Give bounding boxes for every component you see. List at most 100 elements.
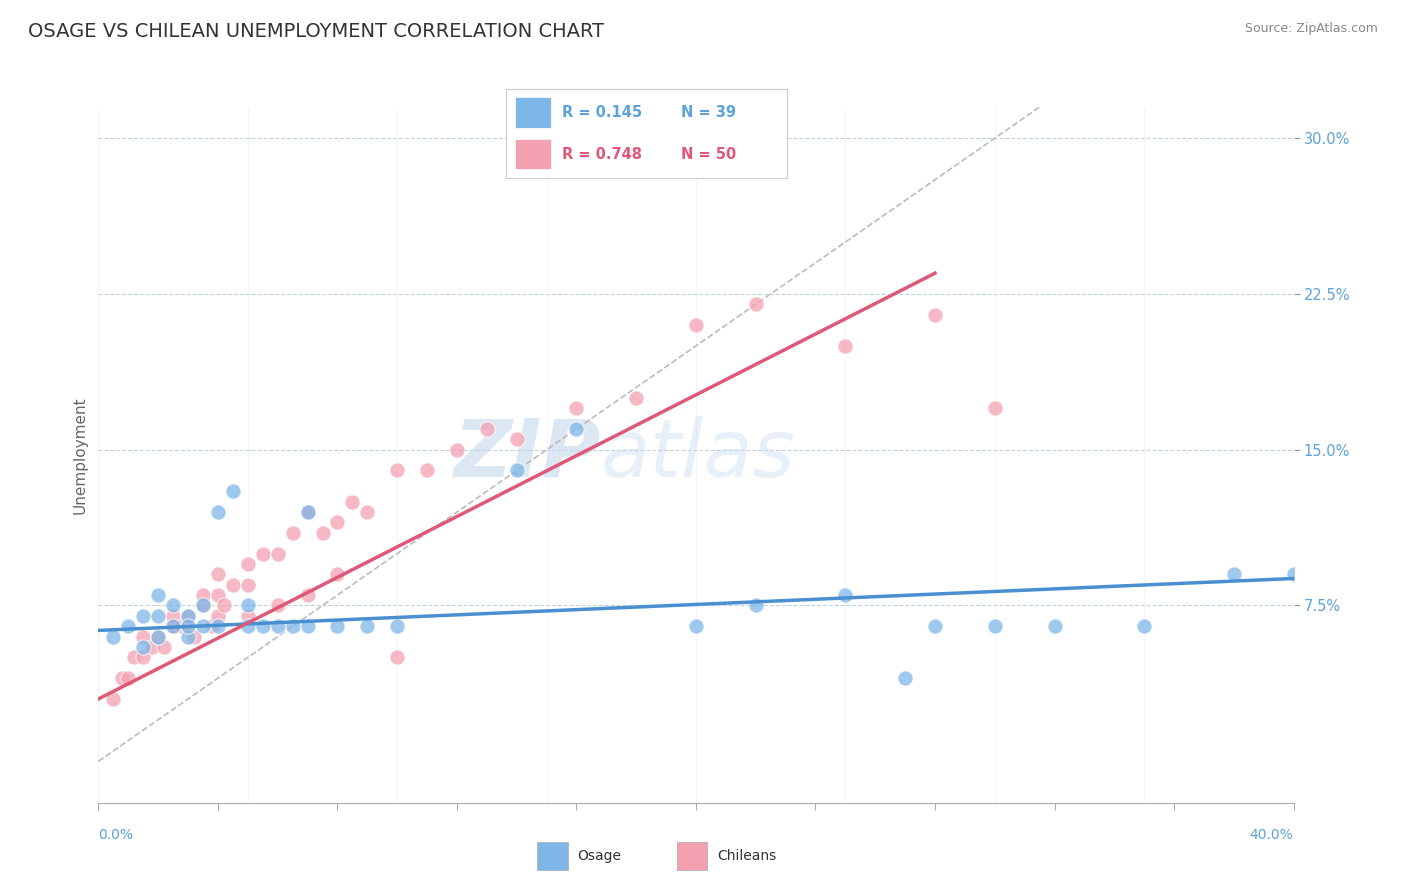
Point [356, 505, 378, 519]
Point [222, 484, 245, 499]
Point [385, 619, 409, 633]
Point [111, 671, 134, 685]
Point [236, 608, 259, 623]
Point [162, 619, 184, 633]
Text: ZIP: ZIP [453, 416, 600, 494]
Point [148, 588, 170, 602]
Point [924, 308, 946, 322]
Point [201, 619, 224, 633]
Text: atlas: atlas [600, 416, 796, 494]
Point [385, 463, 409, 477]
Point [924, 619, 946, 633]
Point [212, 599, 235, 613]
Point [183, 630, 205, 644]
Point [475, 422, 498, 436]
Point [252, 547, 274, 561]
Text: Osage: Osage [578, 849, 621, 863]
Point [356, 619, 378, 633]
Text: N = 50: N = 50 [681, 147, 735, 161]
Point [148, 608, 170, 623]
Point [297, 505, 319, 519]
Point [124, 650, 146, 665]
Point [281, 525, 304, 540]
Point [342, 494, 364, 508]
Point [207, 505, 229, 519]
Point [1282, 567, 1305, 582]
Y-axis label: Unemployment: Unemployment [72, 396, 87, 514]
Point [177, 619, 200, 633]
Point [148, 630, 170, 644]
Point [117, 619, 139, 633]
Point [153, 640, 176, 654]
Point [103, 692, 125, 706]
Point [236, 619, 259, 633]
Point [117, 671, 139, 685]
Bar [537, 842, 568, 870]
Point [297, 505, 319, 519]
Point [1043, 619, 1066, 633]
Point [297, 588, 319, 602]
Point [162, 599, 184, 613]
Point [565, 401, 588, 416]
Point [172, 619, 194, 633]
Point [252, 619, 274, 633]
Point [685, 619, 707, 633]
Bar [515, 97, 551, 128]
Point [745, 297, 768, 311]
Point [326, 516, 349, 530]
Point [222, 578, 245, 592]
Point [297, 619, 319, 633]
Point [132, 650, 155, 665]
Text: R = 0.748: R = 0.748 [562, 147, 643, 161]
Point [506, 433, 529, 447]
Point [162, 619, 184, 633]
Point [267, 619, 290, 633]
Point [236, 578, 259, 592]
Text: Source: ZipAtlas.com: Source: ZipAtlas.com [1244, 22, 1378, 36]
Point [326, 619, 349, 633]
Point [191, 619, 214, 633]
Point [446, 442, 468, 457]
Point [207, 567, 229, 582]
Point [416, 463, 439, 477]
Point [132, 630, 155, 644]
Text: N = 39: N = 39 [681, 105, 735, 120]
Point [132, 608, 155, 623]
Point [311, 525, 333, 540]
Point [191, 599, 214, 613]
Point [565, 422, 588, 436]
Text: OSAGE VS CHILEAN UNEMPLOYMENT CORRELATION CHART: OSAGE VS CHILEAN UNEMPLOYMENT CORRELATIO… [28, 22, 605, 41]
Point [834, 339, 856, 353]
Point [191, 599, 214, 613]
Point [894, 671, 917, 685]
Point [177, 619, 200, 633]
Point [103, 630, 125, 644]
Point [685, 318, 707, 332]
Point [207, 619, 229, 633]
Point [1133, 619, 1156, 633]
Point [385, 650, 409, 665]
Text: 40.0%: 40.0% [1250, 828, 1294, 842]
Point [148, 630, 170, 644]
Point [236, 557, 259, 571]
Point [1223, 567, 1246, 582]
Point [834, 588, 856, 602]
Point [267, 599, 290, 613]
Point [326, 567, 349, 582]
Point [177, 608, 200, 623]
Point [177, 608, 200, 623]
Point [191, 588, 214, 602]
Point [624, 391, 647, 405]
Bar [515, 139, 551, 169]
Point [177, 630, 200, 644]
Point [267, 547, 290, 561]
Bar [676, 842, 707, 870]
Point [281, 619, 304, 633]
Point [236, 599, 259, 613]
Point [207, 608, 229, 623]
Text: Chileans: Chileans [717, 849, 776, 863]
Point [132, 640, 155, 654]
Point [506, 463, 529, 477]
Point [983, 619, 1005, 633]
Point [983, 401, 1005, 416]
